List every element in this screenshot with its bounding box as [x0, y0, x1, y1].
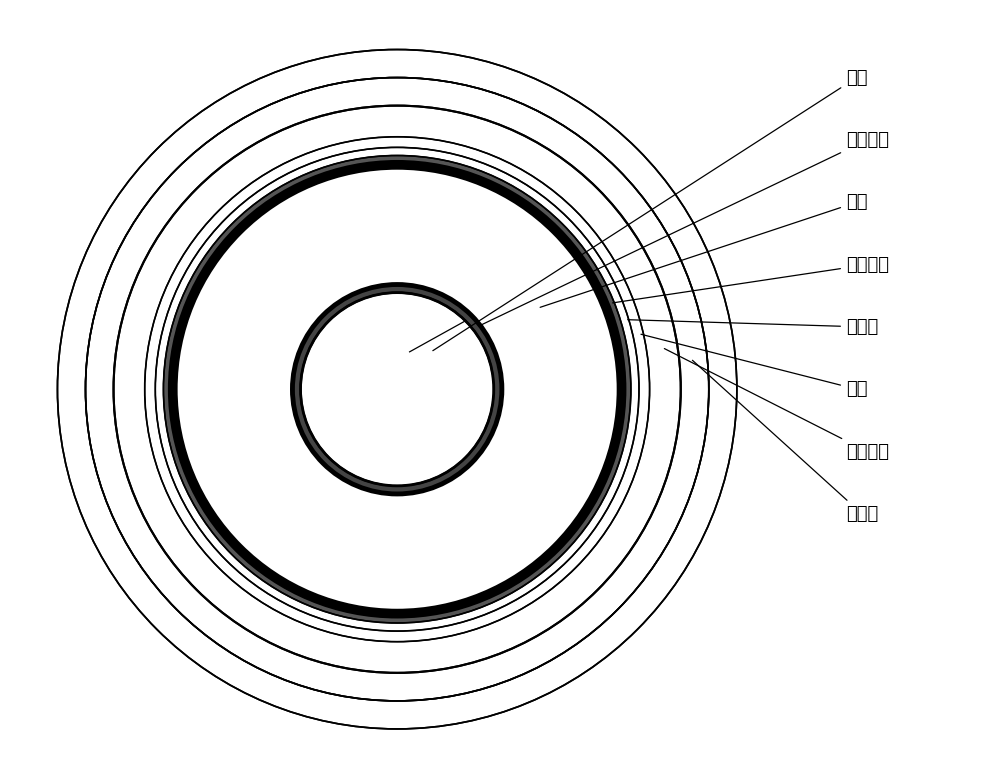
Circle shape [301, 293, 494, 486]
Text: 绶缘: 绶缘 [540, 193, 867, 307]
Text: 气隙: 气隙 [641, 334, 867, 398]
Polygon shape [173, 165, 622, 614]
Polygon shape [85, 77, 709, 701]
Text: 绶缘屏蔽: 绶缘屏蔽 [613, 256, 889, 303]
Text: 导体: 导体 [433, 69, 867, 351]
Polygon shape [145, 137, 650, 642]
Text: 绕包带: 绕包带 [628, 318, 878, 336]
Polygon shape [114, 106, 681, 673]
Polygon shape [57, 50, 737, 729]
Text: 皮纹铝套: 皮纹铝套 [664, 349, 889, 460]
Polygon shape [163, 155, 631, 623]
Text: 外护层: 外护层 [692, 360, 878, 523]
Text: 导体屏蔽: 导体屏蔽 [479, 131, 889, 326]
Polygon shape [155, 147, 639, 631]
Polygon shape [292, 284, 502, 494]
